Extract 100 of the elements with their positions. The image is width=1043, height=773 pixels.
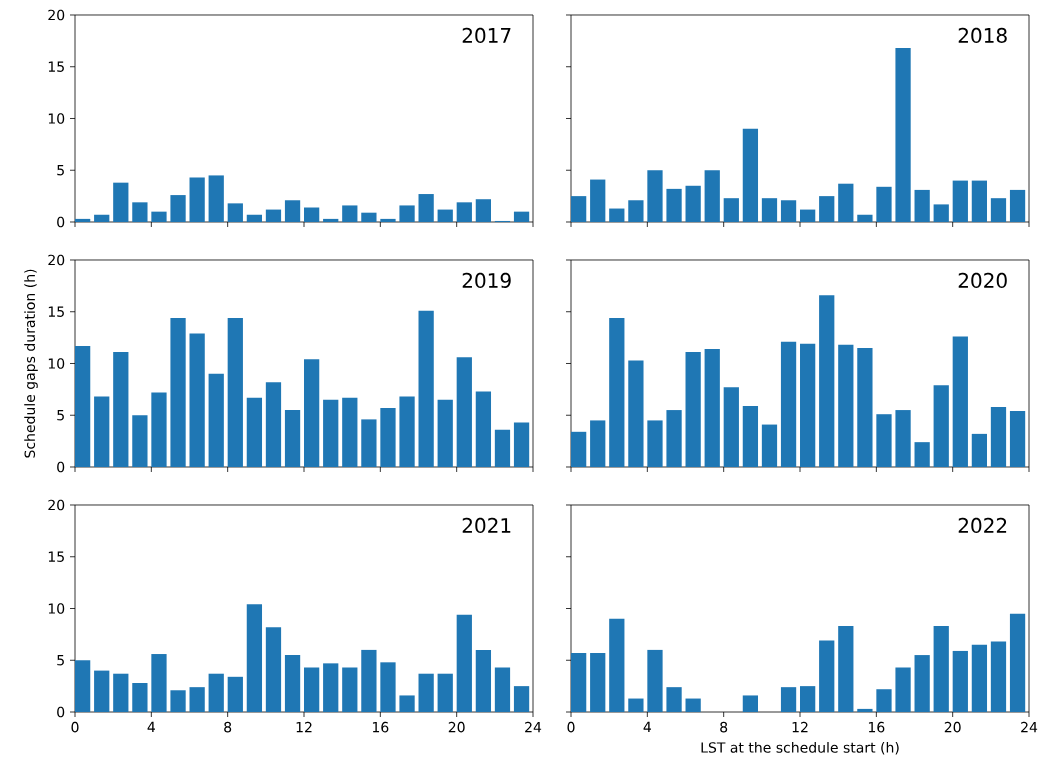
bar xyxy=(246,214,263,222)
bar xyxy=(475,649,492,712)
bar xyxy=(342,397,358,467)
bar xyxy=(246,604,263,712)
bar xyxy=(456,202,472,222)
bar xyxy=(952,650,968,712)
x-tick-label: 16 xyxy=(868,721,885,733)
bar xyxy=(75,345,91,467)
bar xyxy=(380,662,396,712)
bar xyxy=(284,655,301,712)
bar xyxy=(628,360,644,467)
bar xyxy=(990,406,1007,467)
bar xyxy=(914,442,930,467)
bar xyxy=(246,397,263,467)
y-tick-label: 0 xyxy=(57,461,65,473)
bar xyxy=(723,198,739,222)
bar xyxy=(857,214,873,222)
bar xyxy=(742,128,759,222)
bar xyxy=(895,410,911,467)
bar xyxy=(513,686,530,712)
bar xyxy=(227,203,243,222)
text: 2019 xyxy=(462,272,511,288)
bar xyxy=(800,209,816,222)
bar xyxy=(265,627,282,712)
y-tick-label: 15 xyxy=(48,306,64,317)
bar xyxy=(780,687,797,712)
bar xyxy=(265,382,282,467)
bar xyxy=(723,387,739,467)
y-tick-label: 10 xyxy=(48,113,65,124)
bar xyxy=(1009,613,1026,712)
y-tick-label: 0 xyxy=(57,706,65,718)
bar xyxy=(418,194,434,222)
y-axis-title: Schedule gaps duration (h) xyxy=(24,269,38,458)
bar xyxy=(399,205,415,222)
bar xyxy=(990,641,1007,712)
bar xyxy=(666,410,682,467)
bar xyxy=(857,708,873,712)
bar xyxy=(189,177,205,222)
bar xyxy=(895,48,911,222)
bar xyxy=(590,653,606,712)
text: 2017 xyxy=(462,27,511,43)
bar xyxy=(742,695,759,712)
bar xyxy=(628,698,644,712)
bar xyxy=(819,196,835,222)
bar xyxy=(933,385,949,467)
x-tick-label: 20 xyxy=(448,721,465,733)
bar xyxy=(819,640,835,712)
bar xyxy=(838,344,854,467)
y-tick-label: 0 xyxy=(57,216,65,228)
bar xyxy=(647,649,663,712)
bar xyxy=(132,683,148,712)
bar xyxy=(170,317,186,467)
bar xyxy=(494,667,511,712)
bar xyxy=(323,399,339,467)
bar xyxy=(609,618,625,712)
bar xyxy=(151,392,167,467)
bar xyxy=(170,690,186,712)
y-tick-label: 10 xyxy=(48,603,65,614)
bar xyxy=(475,391,492,467)
bar xyxy=(838,626,854,712)
bar xyxy=(380,218,396,222)
bar xyxy=(628,200,644,222)
bar xyxy=(876,186,892,222)
y-tick-label: 20 xyxy=(48,9,65,21)
x-tick-label: 12 xyxy=(296,721,312,733)
bar xyxy=(284,200,301,222)
bar xyxy=(742,405,759,467)
bar xyxy=(609,208,625,222)
x-tick-label: 4 xyxy=(147,721,156,733)
bar xyxy=(971,644,988,712)
bar xyxy=(494,429,511,467)
text: 2018 xyxy=(958,27,1007,43)
bar xyxy=(933,626,949,712)
bar xyxy=(513,422,530,467)
bar xyxy=(94,396,110,467)
bar xyxy=(437,209,453,222)
bar xyxy=(914,189,930,222)
y-tick-label: 15 xyxy=(48,551,64,562)
bar xyxy=(284,410,301,467)
bar xyxy=(189,687,205,712)
bar xyxy=(971,180,988,222)
bar xyxy=(265,209,282,222)
bar xyxy=(685,185,701,222)
x-tick-label: 20 xyxy=(944,721,961,733)
bar xyxy=(208,673,224,712)
bar xyxy=(151,211,167,222)
bar xyxy=(399,695,415,712)
bar xyxy=(647,170,663,222)
bar xyxy=(876,689,892,712)
bar xyxy=(323,218,339,222)
bar xyxy=(342,667,358,712)
bar xyxy=(571,653,587,712)
bar xyxy=(571,431,587,467)
bar xyxy=(666,687,682,712)
bar xyxy=(685,698,701,712)
bar xyxy=(952,336,968,467)
bar xyxy=(361,419,377,467)
bar xyxy=(189,333,205,467)
text: 2020 xyxy=(958,272,1007,288)
bar xyxy=(590,420,606,467)
